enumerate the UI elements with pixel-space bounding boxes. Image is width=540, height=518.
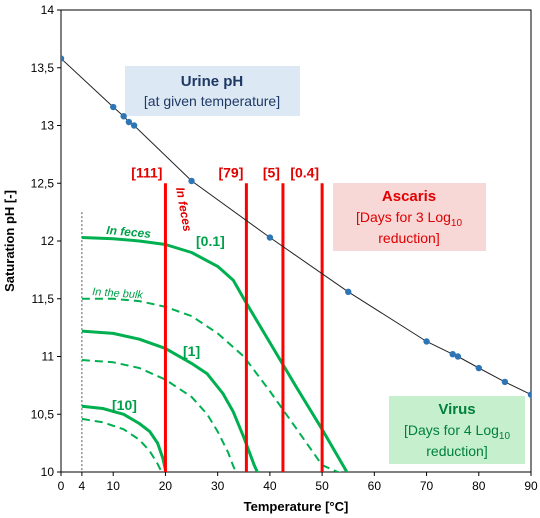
x-tick-label: 40 [263, 479, 277, 493]
urine-series [61, 55, 531, 398]
y-tick-label: 12,5 [31, 176, 55, 190]
urine-legend-title: Urine pH [181, 73, 244, 90]
urine-point [188, 177, 195, 185]
virus-legend-box [389, 396, 525, 464]
virus-legend: Virus [Days for 4 Log10 reduction] [389, 396, 525, 464]
virus-label-1: [1] [183, 343, 200, 359]
urine-point [454, 353, 462, 360]
virus-curve-solid-2 [81, 329, 259, 472]
virus-legend-line3: reduction] [426, 443, 487, 459]
urine-point [449, 350, 456, 358]
urine-legend-subtitle: [at given temperature] [144, 93, 280, 109]
virus-label-0-1: [0.1] [196, 233, 225, 249]
y-tick-label: 12 [41, 234, 55, 248]
x-tick-label: 80 [472, 479, 486, 493]
y-tick-label: 10,5 [31, 407, 55, 421]
ascaris-label: [5] [263, 164, 280, 180]
ascaris-label: [111] [131, 164, 162, 180]
x-tick-label: 90 [524, 479, 538, 493]
ascaris-legend-line2: [Days for 3 Log10 [356, 209, 462, 229]
x-tick-label: 30 [211, 479, 225, 493]
virus-legend-line2: [Days for 4 Log10 [404, 422, 510, 442]
virus-curve-dashed-3 [81, 359, 238, 472]
urine-point [61, 55, 65, 62]
ascaris-labels: [111] [79] [5] [0.4] [131, 164, 319, 180]
y-axis-ticks: 10 10,5 11 11,5 12 12,5 13 13,5 14 [31, 3, 61, 479]
urine-point [345, 288, 352, 296]
y-tick-label: 14 [41, 3, 55, 17]
urine-legend: Urine pH [at given temperature] [125, 66, 300, 116]
plot-area [61, 55, 531, 472]
x-tick-label: 50 [315, 479, 329, 493]
virus-curve-solid-0 [81, 236, 349, 472]
x-tick-label: 0 [58, 479, 65, 493]
virus-curves [81, 236, 349, 472]
urine-point [120, 113, 127, 120]
ascaris-legend-title: Ascaris [382, 188, 436, 205]
y-tick-label: 11,5 [32, 292, 55, 306]
x-tick-label: 4 [79, 479, 86, 493]
ascaris-label: [79] [218, 164, 243, 180]
ascaris-legend: Ascaris [Days for 3 Log10 reduction] [333, 183, 486, 251]
ascaris-legend-box [333, 183, 486, 251]
virus-curve-solid-4 [81, 404, 167, 471]
in-feces-green-label: In feces [106, 223, 152, 241]
x-tick-label: 10 [107, 479, 121, 493]
in-feces-red-label: In feces [173, 186, 195, 233]
x-tick-label: 70 [420, 479, 434, 493]
urine-point [125, 118, 133, 126]
urine-legend-box [125, 66, 300, 116]
urine-point [501, 378, 509, 386]
in-bulk-label: In the bulk [92, 286, 144, 302]
virus-curve-dashed-5 [81, 417, 163, 472]
x-axis-ticks: 0 4 10 20 30 40 50 60 70 80 90 [58, 472, 538, 493]
y-axis-title: Saturation pH [-] [2, 190, 17, 292]
virus-label-10: [10] [112, 397, 137, 413]
y-tick-label: 13,5 [31, 61, 55, 75]
ascaris-lines [163, 183, 324, 472]
urine-point [110, 103, 117, 111]
urine-point [527, 391, 531, 398]
y-tick-label: 10 [41, 465, 55, 479]
urine-point [266, 234, 274, 241]
y-tick-label: 13 [41, 119, 55, 133]
ascaris-label: [0.4] [290, 164, 319, 180]
x-axis-title: Temperature [°C] [244, 499, 349, 514]
urine-point [130, 122, 138, 129]
x-tick-label: 60 [368, 479, 382, 493]
virus-legend-title: Virus [438, 401, 475, 418]
virus-curve-dashed-1 [81, 297, 342, 472]
y-tick-label: 11 [42, 350, 55, 364]
ascaris-legend-line3: reduction] [378, 230, 439, 246]
urine-point [423, 338, 430, 345]
urine-point [475, 364, 482, 372]
x-tick-label: 20 [159, 479, 173, 493]
